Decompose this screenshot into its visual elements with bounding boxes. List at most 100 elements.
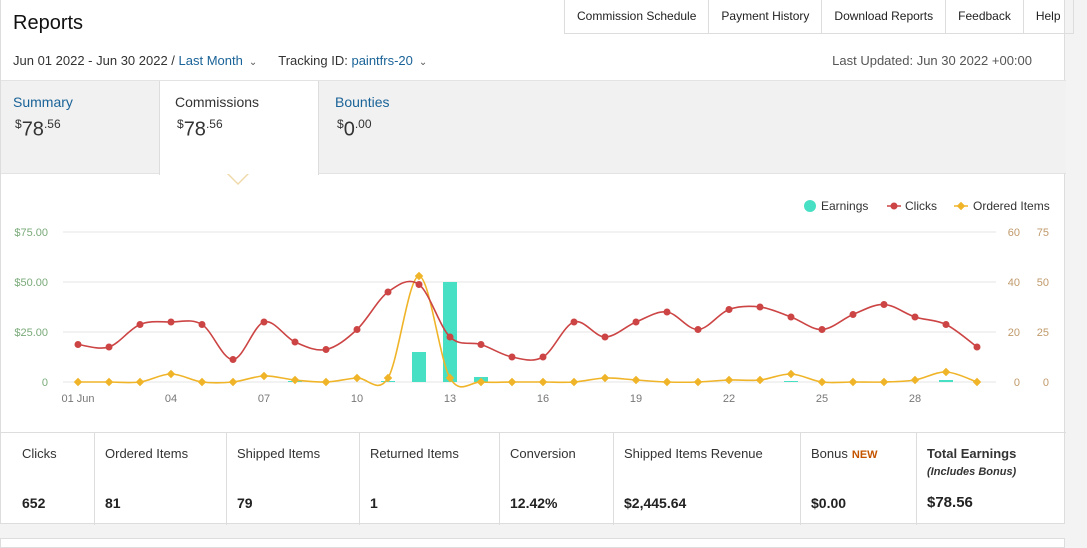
nav-download-reports[interactable]: Download Reports <box>822 0 947 33</box>
clicks-point <box>198 321 206 328</box>
clicks-point <box>477 341 485 348</box>
date-range-dropdown[interactable]: Last Month <box>178 53 243 68</box>
ordered-items-line <box>77 275 978 388</box>
report-card: Reports Commission Schedule Payment Hist… <box>0 0 1074 525</box>
x-tick-label: 25 <box>816 393 828 405</box>
y-tick-label-items: 50 <box>1037 277 1049 289</box>
tracking-label: Tracking ID: <box>278 53 352 68</box>
earnings-bar <box>784 381 798 382</box>
nav-payment-history[interactable]: Payment History <box>709 0 823 33</box>
ordered-items-point <box>73 377 83 387</box>
stat-value: $2,445.64 <box>624 495 687 511</box>
nav-help[interactable]: Help <box>1024 0 1074 33</box>
legend-earnings-swatch <box>804 200 816 212</box>
y-tick-label-clicks: 20 <box>1008 327 1020 339</box>
ordered-items-point <box>817 377 827 387</box>
clicks-point <box>353 326 361 333</box>
ordered-items-point <box>259 371 269 381</box>
clicks-point <box>694 326 702 333</box>
clicks-point <box>663 308 671 316</box>
range-separator: / <box>167 53 179 68</box>
tab-label: Commissions <box>175 94 260 110</box>
tab-label: Summary <box>13 94 73 110</box>
x-tick-label: 19 <box>630 393 642 405</box>
last-updated: Last Updated: Jun 30 2022 +00:00 <box>832 53 1032 68</box>
stat-label: Shipped Items Revenue <box>624 446 763 461</box>
stat-value: $78.56 <box>927 494 973 511</box>
clicks-point <box>446 333 454 341</box>
stat-value: 79 <box>237 495 253 511</box>
stat-label: Ordered Items <box>105 446 189 461</box>
tab-value: $78.56 <box>177 117 223 141</box>
tab-bounties[interactable]: Bounties $0.00 <box>323 81 483 173</box>
legend-clicks-label: Clicks <box>905 199 937 213</box>
tab-value: $0.00 <box>337 117 372 141</box>
tracking-id-dropdown[interactable]: paintfrs-20 <box>351 53 413 68</box>
clicks-point <box>539 353 547 361</box>
y-tick-label-left: $50.00 <box>14 277 48 289</box>
active-tab-caret <box>227 173 249 185</box>
ordered-items-point <box>724 375 734 385</box>
clicks-point <box>942 321 950 328</box>
x-tick-label: 01 Jun <box>61 393 94 405</box>
clicks-point <box>508 353 516 361</box>
stat-value: $0.00 <box>811 495 847 511</box>
stat-value: 1 <box>370 495 378 511</box>
clicks-line <box>77 280 978 361</box>
x-tick-label: 16 <box>537 393 549 405</box>
ordered-items-point <box>569 377 579 387</box>
stat-label: Shipped Items <box>237 446 321 461</box>
stat-shipped-items: Shipped Items 79 <box>227 433 360 525</box>
ordered-items-point <box>848 377 858 387</box>
next-panel-edge <box>0 538 1065 548</box>
ordered-items-point <box>197 377 207 387</box>
y-tick-label-left: $75.00 <box>14 227 48 239</box>
clicks-point <box>415 281 423 288</box>
ordered-items-point <box>104 377 114 387</box>
ordered-items-point <box>414 271 424 281</box>
ordered-items-point <box>166 369 176 379</box>
tab-summary[interactable]: Summary $78.56 <box>1 81 159 173</box>
y-tick-label-left: 0 <box>42 377 48 389</box>
clicks-point <box>167 318 175 326</box>
clicks-point <box>973 343 981 351</box>
chevron-down-icon[interactable]: ⌄ <box>248 57 258 68</box>
ordered-items-point <box>910 375 920 385</box>
earnings-chart: $75.00 60 75 $50.00 40 50 $25.00 20 25 0 0 0 01 Jun 0… <box>14 199 1049 405</box>
top-nav: Commission Schedule Payment History Down… <box>564 0 1074 34</box>
x-tick-label: 28 <box>909 393 921 405</box>
nav-feedback[interactable]: Feedback <box>946 0 1024 33</box>
y-tick-label-clicks: 60 <box>1008 227 1020 239</box>
ordered-items-point <box>321 377 331 387</box>
tab-value: $78.56 <box>15 117 61 141</box>
summary-tabs: Summary $78.56 Commissions $78.56 Bounti… <box>1 80 1066 175</box>
ordered-items-point <box>879 377 889 387</box>
earnings-bar <box>939 380 953 382</box>
earnings-bar <box>443 282 457 382</box>
ordered-items-point <box>228 377 238 387</box>
chevron-down-icon[interactable]: ⌄ <box>418 57 428 68</box>
y-tick-label-items: 0 <box>1043 377 1049 389</box>
stat-returned-items: Returned Items 1 <box>360 433 500 525</box>
y-tick-label-left: $25.00 <box>14 327 48 339</box>
ordered-items-point <box>631 375 641 385</box>
x-tick-label: 07 <box>258 393 270 405</box>
stat-value: 652 <box>22 495 46 511</box>
clicks-point <box>632 318 640 326</box>
stat-label: Total Earnings (Includes Bonus) <box>927 446 1017 478</box>
nav-commission-schedule[interactable]: Commission Schedule <box>565 0 710 33</box>
page-title: Reports <box>13 12 84 34</box>
ordered-items-point <box>600 373 610 383</box>
legend-clicks-swatch <box>890 202 898 210</box>
stat-label: Conversion <box>510 446 576 461</box>
stat-clicks: Clicks 652 <box>1 433 95 525</box>
ordered-items-point <box>445 373 455 383</box>
clicks-point <box>911 313 919 321</box>
clicks-point <box>384 288 392 296</box>
stat-shipped-revenue: Shipped Items Revenue $2,445.64 <box>614 433 801 525</box>
ordered-items-point <box>507 377 517 387</box>
x-tick-label: 13 <box>444 393 456 405</box>
tab-label: Bounties <box>335 94 390 110</box>
y-tick-label-clicks: 0 <box>1014 377 1020 389</box>
tab-commissions[interactable]: Commissions $78.56 <box>159 81 319 175</box>
